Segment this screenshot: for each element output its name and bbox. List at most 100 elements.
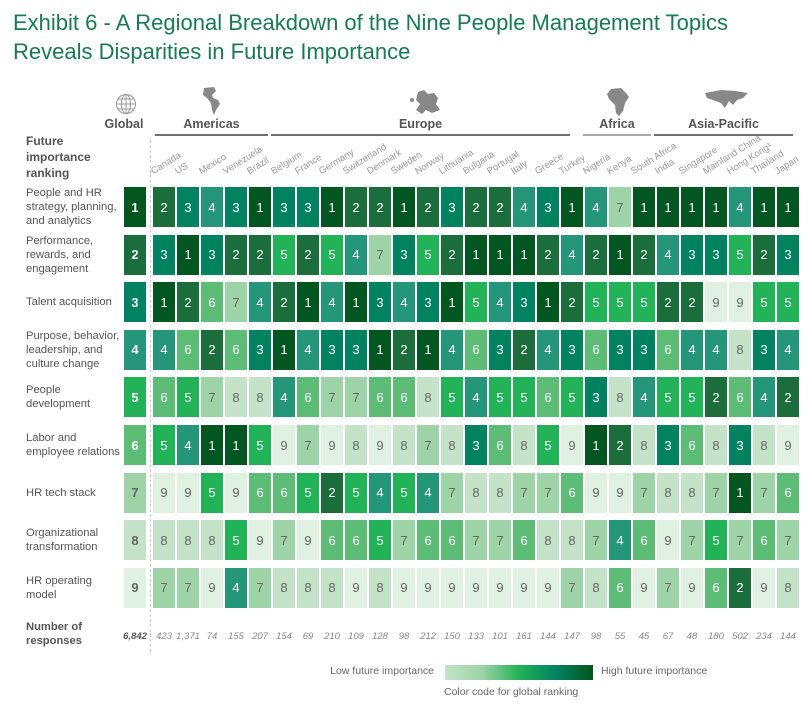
rank-cell: 8 [153, 520, 175, 561]
chart-title: Exhibit 6 - A Regional Breakdown of the … [13, 8, 728, 66]
row-label-text: Purpose, behavior, leadership, and cultu… [26, 329, 120, 370]
rank-cell: 8 [345, 425, 367, 465]
rank-cell: 1 [561, 187, 583, 227]
responses-count: 74 [206, 631, 218, 642]
rank-cell: 9 [513, 567, 535, 608]
responses-count: 423 [156, 631, 172, 642]
rank-cell: 3 [441, 187, 463, 227]
rank-cell: 3 [489, 329, 511, 370]
rank-cell: 8 [657, 472, 679, 513]
row-label: Organizational transformation [26, 517, 123, 563]
row-label-text: HR operating model [26, 574, 92, 601]
rank-cell: 7 [609, 187, 631, 227]
rank-cell: 8 [441, 425, 463, 465]
row-label: Purpose, behavior, leadership, and cultu… [26, 327, 123, 373]
rank-cell: 2 [177, 282, 199, 323]
region-africa: Africa [599, 117, 635, 131]
rank-cell: 6 [225, 329, 247, 370]
rank-cell: 6 [705, 567, 727, 608]
rank-cell: 9 [753, 567, 775, 608]
responses-count: 154 [276, 631, 292, 642]
rank-cell: 6 [513, 520, 535, 561]
rank-cell: 1 [273, 329, 295, 370]
global-divider [150, 140, 151, 652]
region-underline [583, 134, 651, 136]
row-label: People development [26, 374, 123, 420]
rank-cell: 8 [705, 425, 727, 465]
rank-cell: 2 [465, 187, 487, 227]
rank-cell: 1 [249, 187, 271, 227]
rank-cell: 3 [513, 282, 535, 323]
rank-cell: 8 [273, 567, 295, 608]
rank-cell: 1 [705, 187, 727, 227]
rank-cell: 9 [777, 425, 799, 465]
region-asia-pacific: Asia-Pacific [688, 117, 759, 131]
rank-cell: 6 [345, 520, 367, 561]
responses-count: 144 [540, 631, 556, 642]
rank-cell: 5 [273, 234, 295, 275]
rank-cell: 7 [249, 567, 271, 608]
rank-cell: 7 [705, 472, 727, 513]
asia-map-icon [705, 90, 748, 108]
rank-cell: 5 [609, 282, 631, 323]
rank-cell: 7 [633, 472, 655, 513]
rank-cell: 4 [249, 282, 271, 323]
rank-cell: 6 [201, 282, 223, 323]
rank-cell: 2 [585, 234, 607, 275]
rank-cell: 4 [297, 329, 319, 370]
rank-cell: 1 [753, 187, 775, 227]
global-rank-cell: 9 [124, 567, 146, 608]
responses-count: 45 [638, 631, 650, 642]
row-label-text: Organizational transformation [26, 527, 99, 554]
rank-cell: 1 [369, 329, 391, 370]
rank-cell: 3 [777, 234, 799, 275]
rank-cell: 3 [561, 329, 583, 370]
global-rank-cell: 2 [124, 234, 146, 275]
row-label: Talent acquisition [26, 279, 123, 325]
rank-cell: 8 [777, 567, 799, 608]
rank-cell: 1 [537, 282, 559, 323]
responses-global: 6,842 [123, 631, 147, 642]
rank-cell: 1 [777, 187, 799, 227]
rank-cell: 3 [297, 187, 319, 227]
rank-cell: 1 [441, 282, 463, 323]
rank-cell: 1 [201, 425, 223, 465]
rank-cell: 8 [297, 567, 319, 608]
rank-cell: 4 [273, 377, 295, 418]
rank-cell: 6 [657, 329, 679, 370]
legend-gradient [445, 665, 593, 680]
row-header: Future importance ranking [26, 133, 116, 181]
rank-cell: 6 [273, 472, 295, 513]
rank-cell: 1 [585, 425, 607, 465]
rank-cell: 4 [585, 187, 607, 227]
rank-cell: 3 [345, 329, 367, 370]
rank-cell: 8 [201, 520, 223, 561]
rank-cell: 8 [489, 472, 511, 513]
rank-cell: 7 [321, 377, 343, 418]
responses-count: 109 [348, 631, 364, 642]
rank-cell: 1 [345, 282, 367, 323]
rank-cell: 3 [153, 234, 175, 275]
region-underline [654, 134, 793, 136]
rank-cell: 5 [441, 377, 463, 418]
rank-cell: 4 [681, 329, 703, 370]
rank-cell: 5 [321, 234, 343, 275]
rank-cell: 7 [729, 520, 751, 561]
rank-cell: 9 [561, 425, 583, 465]
rank-cell: 5 [561, 377, 583, 418]
row-label-text: Talent acquisition [26, 296, 112, 309]
rank-cell: 9 [657, 520, 679, 561]
rank-cell: 8 [177, 520, 199, 561]
rank-cell: 2 [729, 567, 751, 608]
responses-count: 69 [302, 631, 314, 642]
rank-cell: 7 [489, 520, 511, 561]
rank-cell: 7 [153, 567, 175, 608]
rank-cell: 4 [441, 329, 463, 370]
rank-cell: 7 [657, 567, 679, 608]
rank-cell: 8 [681, 472, 703, 513]
rank-cell: 3 [705, 234, 727, 275]
rank-cell: 5 [729, 234, 751, 275]
rank-cell: 3 [681, 234, 703, 275]
row-header-text: Future importance ranking [26, 134, 91, 180]
africa-map-icon [607, 88, 629, 116]
